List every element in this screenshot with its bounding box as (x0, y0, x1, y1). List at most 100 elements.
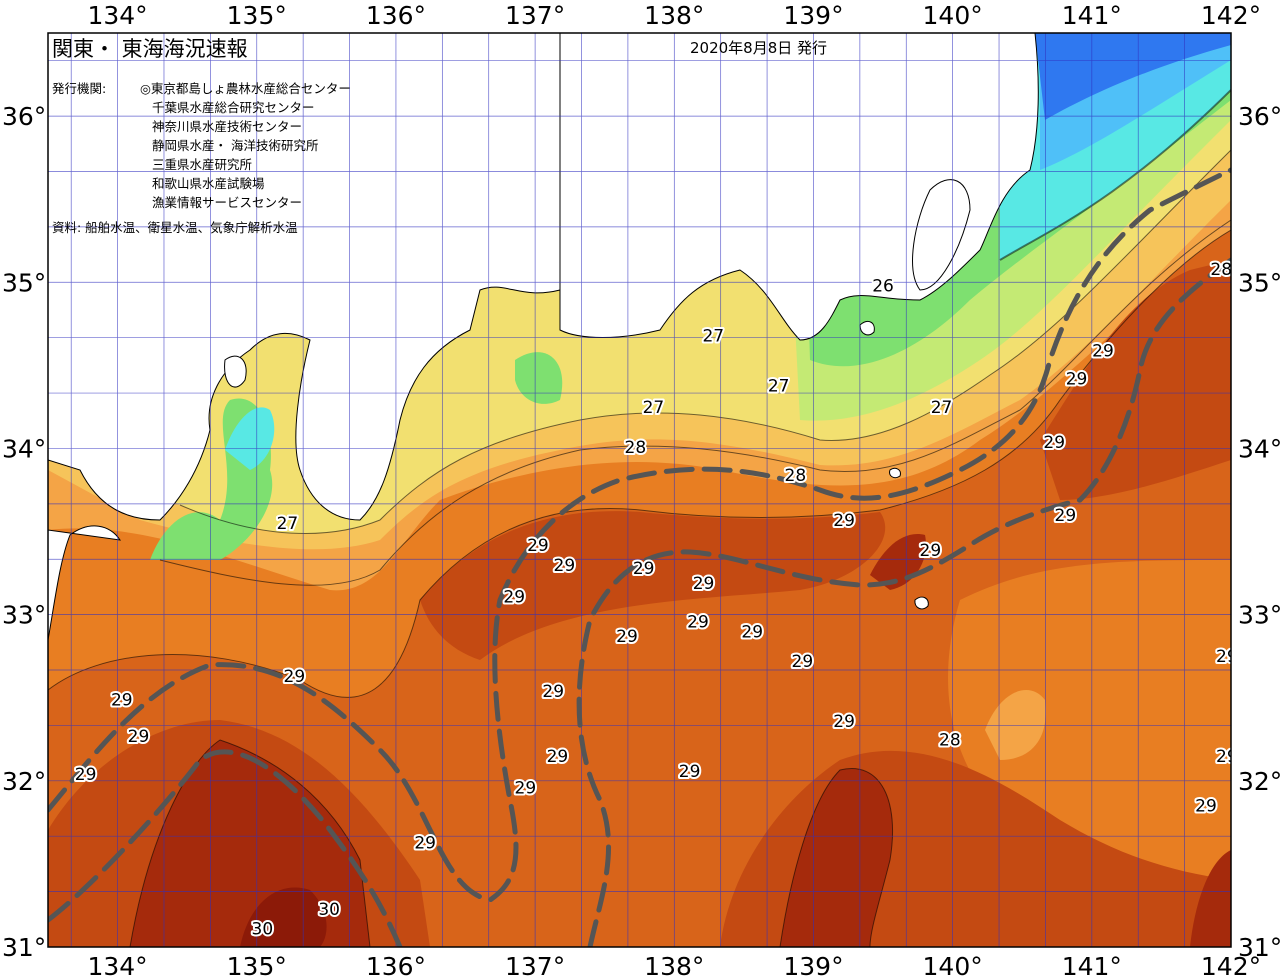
longitude-tick-label: 139° (783, 952, 843, 980)
isotherm-30-west (129, 739, 371, 947)
temperature-label: 27 (702, 326, 724, 346)
sea-band-30-east (1190, 850, 1231, 947)
temperature-label: 29 (920, 541, 942, 561)
temperature-labels: 26 27 27 27 27 27 28 28 28 28 29 29 29 29 29 29 29 29 29 29… (73, 258, 1238, 942)
temperature-label: 30 (252, 920, 274, 940)
sea-band-28-east (985, 690, 1046, 760)
issue-date: 2020年8月8日 発行 (690, 39, 827, 57)
longitude-tick-label: 134° (87, 1, 147, 30)
agency-item: 静岡県水産・ 海洋技術研究所 (152, 138, 318, 153)
temperature-label: 27 (277, 514, 299, 534)
temperature-label: 26 (872, 277, 894, 297)
latitude-tick-label: 35° (2, 268, 46, 297)
temperature-label: 29 (554, 556, 576, 576)
latitude-labels-right: 36° 35° 34° 33° 32° 31° (1238, 102, 1280, 962)
longitude-tick-label: 138° (644, 1, 704, 30)
kuroshio-axis-meander (576, 257, 1231, 947)
latitude-tick-label: 35° (1238, 268, 1280, 297)
longitude-tick-label: 136° (366, 952, 426, 980)
latitude-tick-label: 31° (2, 933, 46, 962)
latitude-tick-label: 34° (1238, 434, 1280, 463)
agencies-label: 発行機関: (52, 81, 106, 96)
agency-item: 和歌山県水産試験場 (152, 176, 265, 191)
temperature-label: 29 (1216, 747, 1238, 767)
sea-band-26-ise (515, 352, 563, 404)
temperature-label: 28 (625, 438, 647, 458)
latitude-tick-label: 32° (1238, 767, 1280, 796)
temperature-label: 28 (939, 730, 961, 750)
sea-band-23 (1035, 33, 1231, 120)
land-awaji (224, 355, 247, 388)
land-kinki (48, 33, 561, 521)
agency-item: 神奈川県水産技術センター (152, 119, 302, 134)
map-plot-area: 26 27 27 27 27 27 28 28 28 28 29 29 29 29 29 29 29 29 29 29… (48, 33, 1238, 947)
agency-item: 漁業情報サービスセンター (152, 195, 302, 210)
temperature-label: 29 (111, 690, 133, 710)
temperature-label: 29 (1043, 433, 1065, 453)
longitude-tick-label: 140° (923, 1, 983, 30)
longitude-tick-label: 142° (1201, 952, 1261, 980)
latitude-labels-left: 36° 35° 34° 33° 32° 31° (2, 102, 46, 962)
temperature-label: 29 (547, 747, 569, 767)
temperature-label: 29 (1092, 341, 1114, 361)
latitude-tick-label: 36° (2, 102, 46, 131)
agency-item: 千葉県水産総合研究センター (152, 100, 315, 115)
temperature-label: 29 (833, 712, 855, 732)
temperature-label: 29 (616, 627, 638, 647)
temperature-label: 29 (687, 612, 709, 632)
temperature-label: 29 (414, 833, 436, 853)
longitude-labels-top: 134° 135° 136° 137° 138° 139° 140° 141° 142° (87, 1, 1261, 30)
temperature-label: 29 (833, 511, 855, 531)
latitude-tick-label: 34° (2, 434, 46, 463)
temperature-label: 30 (318, 900, 340, 920)
isotherm-27 (179, 149, 1231, 534)
longitude-tick-label: 134° (87, 952, 147, 980)
longitude-tick-label: 136° (366, 1, 426, 30)
longitude-tick-label: 141° (1062, 952, 1122, 980)
longitude-tick-label: 142° (1201, 1, 1261, 30)
temperature-label: 29 (633, 559, 655, 579)
temperature-label: 29 (527, 536, 549, 556)
temperature-label: 29 (284, 667, 306, 687)
latitude-tick-label: 33° (1238, 601, 1280, 630)
agency-item: 三重県水産研究所 (152, 157, 252, 172)
temperature-label: 27 (768, 376, 790, 396)
land-boso (912, 179, 971, 291)
data-source: 資料: 船舶水温、衛星水温、気象庁解析水温 (52, 220, 298, 235)
map-frame (47, 32, 1232, 948)
land-izu-islet (889, 467, 901, 479)
latitude-tick-label: 33° (2, 601, 46, 630)
lat-lon-grid (48, 33, 1231, 947)
temperature-label: 29 (128, 727, 150, 747)
agency-item: ◎東京都島しょ農林水産総合センター (140, 81, 351, 96)
sea-band-30-5-west (240, 887, 327, 947)
longitude-tick-label: 137° (505, 952, 565, 980)
isotherm-25 (999, 89, 1231, 261)
temperature-label: 29 (503, 587, 525, 607)
land-shikoku (48, 525, 122, 641)
info-block: 発行機関: ◎東京都島しょ農林水産総合センター 千葉県水産総合研究センター 神奈… (52, 81, 351, 235)
sea-band-29-5-central-north (420, 511, 886, 660)
temperature-label: 29 (1195, 797, 1217, 817)
temperature-label: 29 (515, 778, 537, 798)
temperature-label: 29 (542, 682, 564, 702)
land-miyake (914, 596, 929, 610)
map-title: 関東・ 東海海況速報 (52, 37, 248, 61)
temperature-label: 29 (741, 622, 763, 642)
kuroshio-axis (48, 167, 1231, 947)
longitude-tick-label: 140° (923, 952, 983, 980)
land (48, 33, 1039, 641)
temperature-label: 27 (643, 398, 665, 418)
isotherm-30-central (779, 768, 894, 947)
longitude-tick-label: 135° (227, 1, 287, 30)
sea-band-25-osaka (225, 407, 275, 470)
temperature-label: 29 (679, 762, 701, 782)
longitude-labels-bottom: 134° 135° 136° 137° 138° 139° 140° 141° 142° (87, 952, 1261, 980)
latitude-tick-label: 36° (1238, 102, 1280, 131)
longitude-tick-label: 137° (505, 1, 565, 30)
temperature-label: 29 (75, 765, 97, 785)
latitude-tick-label: 32° (2, 767, 46, 796)
kuroshio-axis-branch (48, 749, 403, 947)
temperature-label: 28 (1210, 260, 1232, 280)
